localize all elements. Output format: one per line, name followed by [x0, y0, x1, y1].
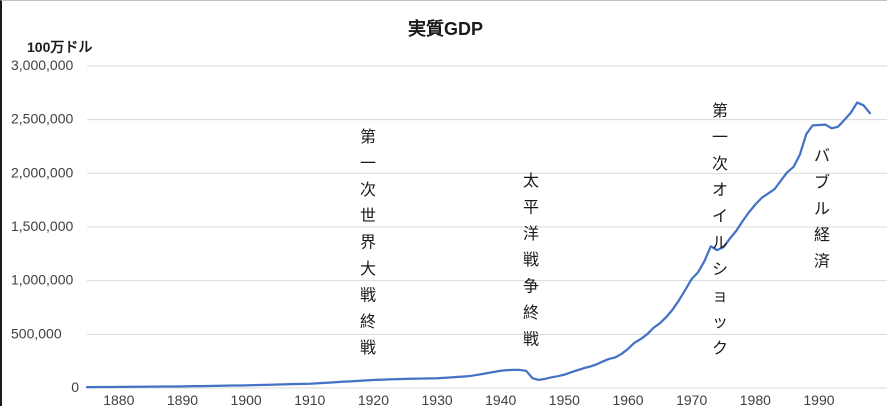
- svg-text:一: 一: [360, 155, 376, 172]
- svg-text:1970: 1970: [676, 392, 707, 406]
- svg-text:洋: 洋: [523, 225, 539, 243]
- svg-text:1910: 1910: [294, 392, 325, 406]
- svg-text:済: 済: [814, 253, 830, 271]
- svg-text:500,000: 500,000: [11, 325, 62, 341]
- svg-text:第: 第: [712, 102, 728, 120]
- svg-text:太: 太: [523, 172, 539, 190]
- svg-text:次: 次: [360, 181, 376, 199]
- svg-text:大: 大: [360, 260, 376, 278]
- svg-text:ブ: ブ: [814, 172, 830, 191]
- svg-text:ル: ル: [814, 201, 830, 218]
- svg-text:2,000,000: 2,000,000: [11, 164, 73, 180]
- svg-text:2,500,000: 2,500,000: [11, 111, 73, 127]
- svg-text:1900: 1900: [231, 392, 262, 406]
- svg-text:1980: 1980: [740, 392, 771, 406]
- svg-text:次: 次: [712, 155, 728, 173]
- svg-text:1890: 1890: [167, 392, 198, 406]
- svg-text:1930: 1930: [422, 392, 453, 406]
- svg-text:終: 終: [523, 304, 539, 322]
- svg-text:第: 第: [360, 128, 376, 146]
- svg-text:シ: シ: [712, 261, 728, 278]
- svg-text:戦: 戦: [523, 251, 539, 269]
- svg-text:争: 争: [523, 278, 539, 296]
- svg-text:1,000,000: 1,000,000: [11, 272, 73, 288]
- svg-text:オ: オ: [712, 182, 728, 199]
- svg-text:3,000,000: 3,000,000: [11, 57, 73, 73]
- svg-text:戦: 戦: [360, 286, 376, 304]
- svg-text:平: 平: [523, 199, 539, 216]
- svg-text:1880: 1880: [103, 392, 134, 406]
- svg-text:ル: ル: [712, 235, 728, 252]
- svg-text:バ: バ: [814, 148, 830, 165]
- svg-text:ッ: ッ: [712, 314, 728, 331]
- svg-text:イ: イ: [712, 209, 728, 226]
- svg-text:1,500,000: 1,500,000: [11, 218, 73, 234]
- svg-text:終: 終: [360, 313, 376, 331]
- svg-text:経: 経: [814, 226, 830, 244]
- svg-text:1990: 1990: [803, 392, 834, 406]
- svg-text:一: 一: [712, 129, 728, 146]
- svg-text:ク: ク: [712, 340, 728, 358]
- svg-text:世: 世: [360, 207, 376, 225]
- svg-text:戦: 戦: [360, 339, 376, 357]
- svg-text:ョ: ョ: [712, 288, 728, 305]
- svg-text:戦: 戦: [523, 330, 539, 348]
- svg-text:0: 0: [71, 379, 79, 395]
- svg-text:1960: 1960: [612, 392, 643, 406]
- svg-text:1920: 1920: [358, 392, 389, 406]
- svg-text:1940: 1940: [485, 392, 516, 406]
- svg-text:1950: 1950: [549, 392, 580, 406]
- svg-text:界: 界: [360, 234, 376, 252]
